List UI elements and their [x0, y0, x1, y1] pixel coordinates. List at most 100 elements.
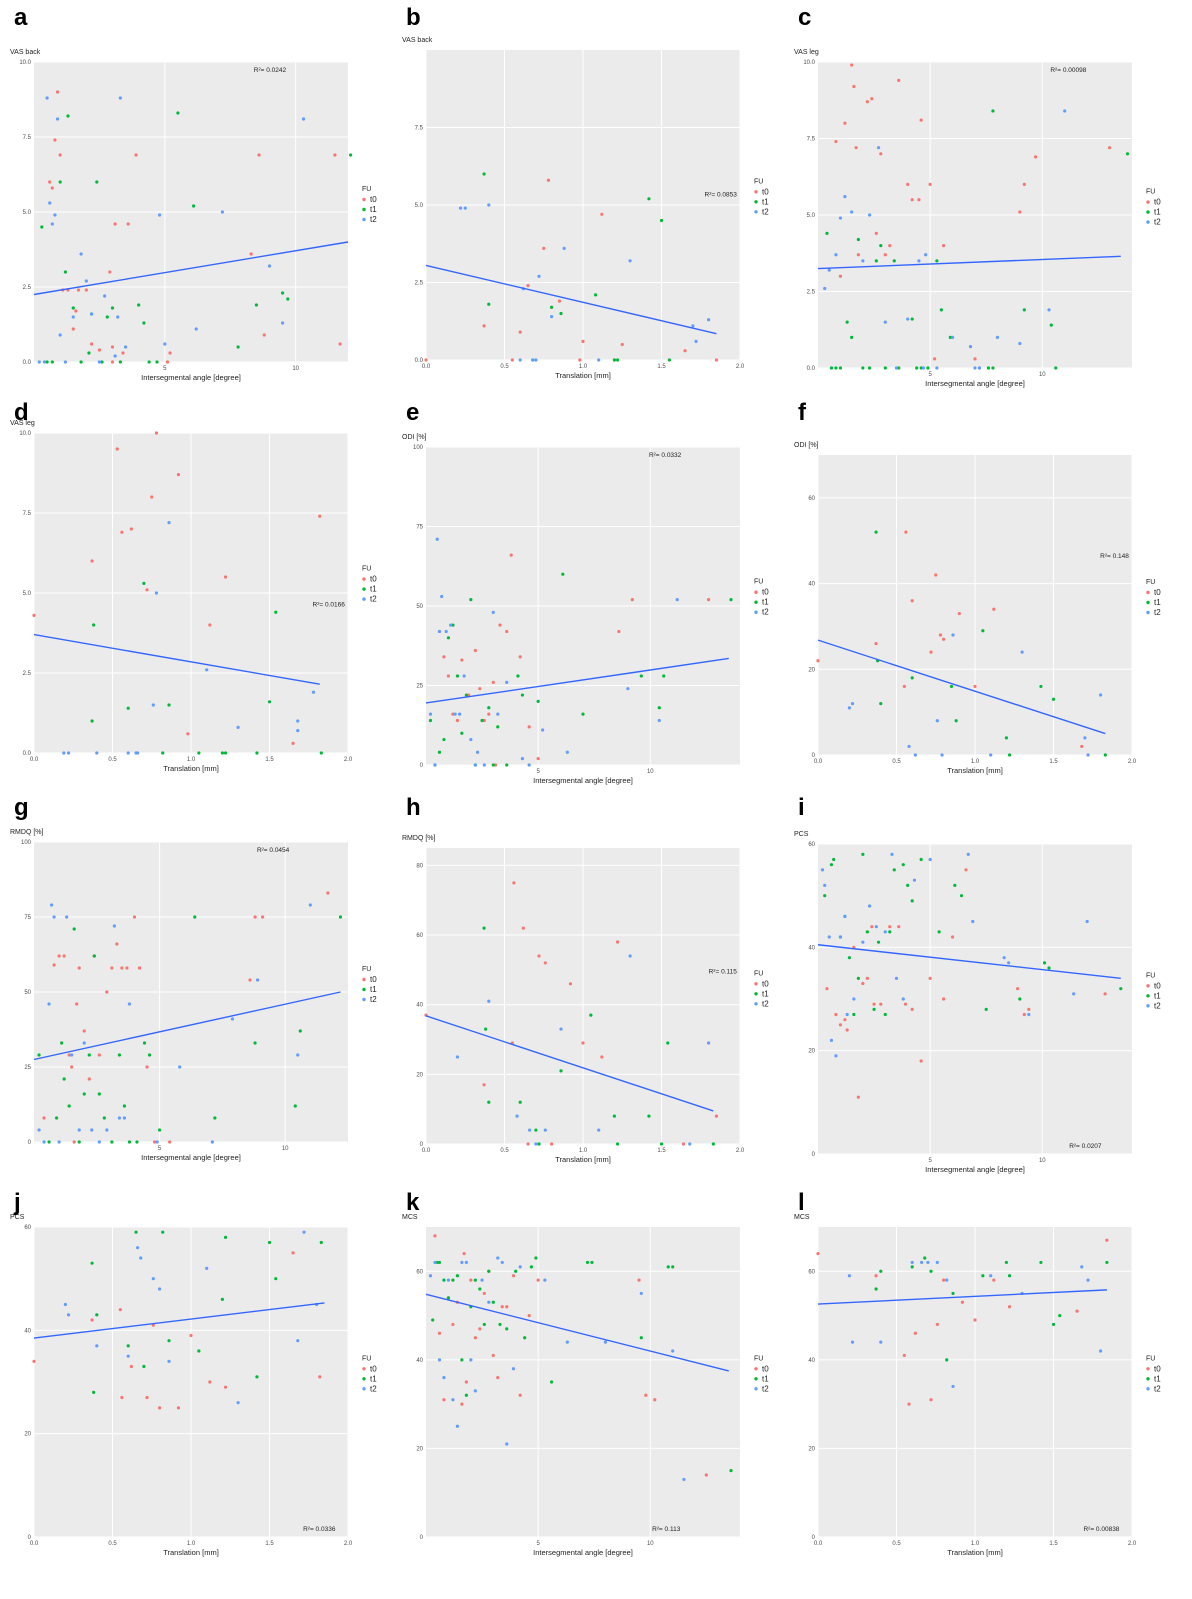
data-point-t0	[928, 182, 932, 186]
data-point-t2	[58, 333, 62, 337]
data-point-t2	[63, 1302, 67, 1307]
legend-key-t0	[362, 577, 366, 581]
data-point-t1	[1022, 308, 1026, 312]
data-point-t1	[442, 1278, 446, 1282]
data-point-t2	[127, 1002, 132, 1006]
data-point-t2	[311, 690, 316, 694]
data-point-t2	[565, 1340, 569, 1344]
data-point-t1	[662, 674, 666, 678]
legend-label-t2: t2	[762, 1384, 769, 1393]
data-point-t0	[816, 1251, 820, 1256]
data-point-t0	[929, 650, 933, 654]
data-point-t0	[189, 1333, 193, 1338]
data-point-t0	[950, 935, 955, 939]
data-point-t1	[981, 629, 985, 633]
data-point-t2	[37, 360, 41, 364]
data-point-t0	[903, 1002, 908, 1006]
data-point-t0	[424, 358, 428, 362]
data-point-t0	[550, 1142, 554, 1146]
data-point-t1	[79, 360, 83, 364]
regression-line	[817, 1289, 1107, 1305]
legend-key-t1	[362, 587, 366, 591]
legend-key-t0	[362, 1367, 366, 1371]
data-point-t2	[531, 358, 535, 362]
data-point-t0	[919, 1059, 923, 1063]
data-point-t1	[861, 852, 865, 856]
data-point-t0	[704, 1473, 708, 1477]
data-point-t1	[529, 1265, 534, 1269]
data-point-t2	[935, 366, 939, 370]
chart-panel-k: MCS 0 20 40 60 5 10 Intersegmental angle [degre…	[400, 1189, 792, 1587]
data-point-t0	[992, 1278, 996, 1282]
data-point-t1	[451, 1278, 455, 1282]
data-point-t0	[1018, 210, 1022, 214]
r-squared-label: R²= 0.0242	[254, 67, 287, 74]
data-point-t2	[301, 117, 306, 121]
data-point-t0	[451, 1322, 455, 1327]
data-point-t1	[105, 315, 109, 319]
regression-line	[33, 1302, 325, 1339]
data-point-t2	[834, 1054, 838, 1058]
x-tick-label: 10	[1039, 1158, 1046, 1164]
data-point-t0	[67, 1053, 71, 1057]
data-point-t0	[338, 342, 342, 346]
data-point-t1	[255, 751, 259, 755]
data-point-t2	[543, 1278, 547, 1282]
legend-label-t0: t0	[1154, 588, 1161, 597]
data-point-t0	[917, 198, 921, 202]
legend-key-t0	[754, 982, 758, 986]
data-point-t0	[165, 360, 170, 364]
data-point-t2	[151, 1277, 155, 1281]
data-point-t1	[852, 1012, 856, 1017]
data-point-t1	[437, 750, 442, 754]
chart-svg-l: MCS 0 20 40 60 0.0 0.5 1.0 1.5 2.0 Translation [mm…	[794, 1214, 1161, 1557]
y-tick-label: 75	[416, 525, 423, 531]
data-point-t1	[135, 1140, 139, 1144]
data-point-t1	[929, 1269, 933, 1273]
legend-label-t0: t0	[370, 195, 377, 204]
data-point-t0	[942, 997, 946, 1001]
panel-letter: h	[406, 794, 421, 821]
data-point-t2	[463, 206, 467, 210]
data-point-t0	[76, 288, 81, 292]
data-point-t1	[1049, 323, 1053, 327]
data-point-t1	[158, 1128, 162, 1132]
x-tick-label: 5	[536, 1541, 540, 1547]
x-tick-label: 5	[158, 1146, 162, 1152]
r-squared-label: R²= 0.0454	[257, 847, 290, 854]
data-point-t0	[75, 1002, 79, 1006]
data-point-t0	[57, 954, 61, 958]
data-point-t2	[482, 763, 486, 767]
data-point-t2	[876, 146, 881, 150]
data-point-t1	[865, 930, 869, 934]
data-point-t0	[55, 90, 60, 94]
x-tick-label: 0.5	[108, 757, 117, 763]
data-point-t1	[834, 366, 838, 370]
data-point-t0	[1016, 987, 1020, 991]
data-point-t1	[888, 930, 892, 934]
data-point-t2	[861, 259, 865, 263]
data-point-t2	[511, 1367, 516, 1371]
legend-key-t2	[362, 997, 366, 1002]
data-point-t0	[72, 1140, 76, 1144]
data-point-t1	[62, 1077, 66, 1081]
x-tick-label: 0.5	[892, 759, 901, 765]
chart-title: VAS back	[402, 37, 433, 44]
legend-label-t2: t2	[370, 595, 377, 604]
data-point-t1	[487, 706, 491, 710]
data-point-t0	[496, 1375, 500, 1380]
y-tick-label: 10.0	[803, 60, 815, 66]
data-point-t1	[923, 1256, 927, 1260]
data-point-t0	[838, 274, 843, 278]
data-point-t0	[521, 926, 525, 930]
data-point-t1	[47, 1140, 51, 1144]
data-point-t1	[847, 956, 851, 960]
legend-key-t1	[362, 207, 366, 212]
data-point-t2	[79, 252, 83, 256]
x-tick-label: 5	[536, 769, 540, 775]
data-point-t1	[959, 894, 964, 898]
data-point-t1	[856, 237, 860, 242]
legend-label-t2: t2	[370, 1384, 377, 1393]
legend-label-t0: t0	[1154, 1364, 1161, 1373]
data-point-t2	[458, 206, 463, 210]
